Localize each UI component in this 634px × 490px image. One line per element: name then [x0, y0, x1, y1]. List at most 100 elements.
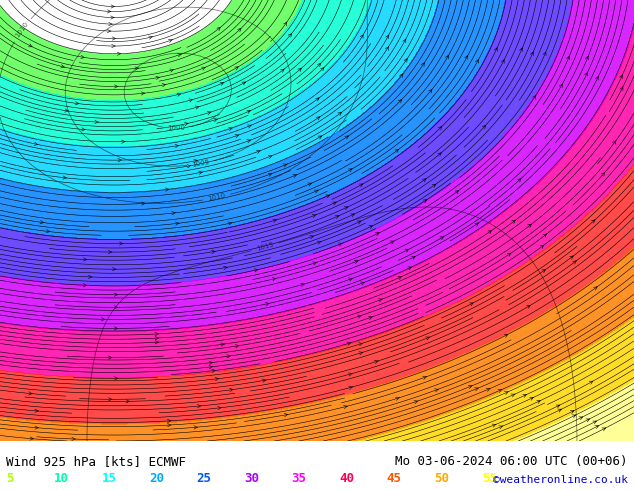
- Text: 60: 60: [529, 472, 545, 485]
- FancyArrowPatch shape: [35, 409, 39, 413]
- FancyArrowPatch shape: [498, 390, 502, 392]
- FancyArrowPatch shape: [230, 388, 233, 392]
- FancyArrowPatch shape: [344, 405, 347, 409]
- FancyArrowPatch shape: [437, 153, 441, 156]
- FancyArrowPatch shape: [165, 188, 169, 191]
- FancyArrowPatch shape: [83, 258, 87, 261]
- Text: 1000: 1000: [167, 125, 186, 131]
- FancyArrowPatch shape: [358, 315, 361, 318]
- Text: 55: 55: [482, 472, 497, 485]
- FancyArrowPatch shape: [374, 361, 378, 364]
- Text: 20: 20: [149, 472, 164, 485]
- FancyArrowPatch shape: [63, 176, 67, 179]
- FancyArrowPatch shape: [293, 174, 297, 177]
- FancyArrowPatch shape: [221, 343, 224, 346]
- FancyArrowPatch shape: [268, 155, 273, 159]
- Text: Mo 03-06-2024 06:00 UTC (00+06): Mo 03-06-2024 06:00 UTC (00+06): [395, 455, 628, 468]
- FancyArrowPatch shape: [262, 379, 266, 382]
- FancyArrowPatch shape: [540, 245, 544, 248]
- FancyArrowPatch shape: [247, 140, 251, 143]
- FancyArrowPatch shape: [30, 437, 34, 440]
- FancyArrowPatch shape: [35, 426, 39, 429]
- Text: 15: 15: [101, 472, 117, 485]
- FancyArrowPatch shape: [228, 127, 233, 131]
- FancyArrowPatch shape: [108, 397, 112, 401]
- FancyArrowPatch shape: [242, 82, 245, 85]
- FancyArrowPatch shape: [378, 299, 382, 302]
- FancyArrowPatch shape: [81, 55, 85, 59]
- FancyArrowPatch shape: [108, 356, 112, 359]
- FancyArrowPatch shape: [476, 59, 479, 63]
- FancyArrowPatch shape: [283, 22, 287, 26]
- FancyArrowPatch shape: [512, 220, 515, 223]
- FancyArrowPatch shape: [167, 419, 171, 423]
- FancyArrowPatch shape: [94, 121, 98, 123]
- FancyArrowPatch shape: [585, 73, 588, 76]
- FancyArrowPatch shape: [65, 109, 68, 112]
- FancyArrowPatch shape: [198, 171, 203, 174]
- FancyArrowPatch shape: [301, 283, 305, 287]
- FancyArrowPatch shape: [307, 183, 312, 186]
- Text: 25: 25: [197, 472, 212, 485]
- FancyArrowPatch shape: [421, 63, 424, 67]
- FancyArrowPatch shape: [529, 397, 533, 400]
- FancyArrowPatch shape: [527, 305, 531, 308]
- FancyArrowPatch shape: [432, 184, 436, 188]
- FancyArrowPatch shape: [375, 233, 379, 236]
- FancyArrowPatch shape: [593, 421, 597, 424]
- FancyArrowPatch shape: [465, 55, 468, 59]
- FancyArrowPatch shape: [238, 28, 241, 32]
- FancyArrowPatch shape: [423, 199, 427, 203]
- FancyArrowPatch shape: [283, 164, 287, 167]
- FancyArrowPatch shape: [595, 426, 598, 429]
- FancyArrowPatch shape: [254, 269, 259, 272]
- FancyArrowPatch shape: [573, 261, 576, 264]
- FancyArrowPatch shape: [468, 386, 472, 389]
- FancyArrowPatch shape: [176, 222, 179, 225]
- FancyArrowPatch shape: [88, 275, 92, 278]
- FancyArrowPatch shape: [112, 45, 115, 48]
- FancyArrowPatch shape: [482, 125, 486, 129]
- FancyArrowPatch shape: [197, 405, 201, 408]
- FancyArrowPatch shape: [108, 250, 112, 254]
- FancyArrowPatch shape: [317, 241, 321, 244]
- FancyArrowPatch shape: [247, 110, 250, 114]
- FancyArrowPatch shape: [338, 112, 342, 116]
- FancyArrowPatch shape: [177, 93, 181, 97]
- FancyArrowPatch shape: [593, 287, 597, 290]
- FancyArrowPatch shape: [469, 303, 473, 306]
- FancyArrowPatch shape: [235, 344, 239, 348]
- FancyArrowPatch shape: [288, 33, 292, 37]
- FancyArrowPatch shape: [556, 405, 560, 408]
- Text: 35: 35: [292, 472, 307, 485]
- FancyArrowPatch shape: [536, 400, 540, 403]
- FancyArrowPatch shape: [357, 221, 361, 224]
- Text: 1010: 1010: [207, 193, 226, 202]
- FancyArrowPatch shape: [212, 369, 216, 372]
- FancyArrowPatch shape: [572, 415, 576, 418]
- FancyArrowPatch shape: [351, 214, 354, 217]
- FancyArrowPatch shape: [209, 366, 213, 369]
- FancyArrowPatch shape: [511, 394, 515, 397]
- FancyArrowPatch shape: [111, 16, 114, 19]
- FancyArrowPatch shape: [117, 52, 121, 55]
- Text: ©weatheronline.co.uk: ©weatheronline.co.uk: [493, 475, 628, 485]
- FancyArrowPatch shape: [368, 317, 373, 319]
- FancyArrowPatch shape: [499, 426, 503, 429]
- Text: 50: 50: [434, 472, 450, 485]
- FancyArrowPatch shape: [119, 242, 123, 245]
- FancyArrowPatch shape: [317, 63, 321, 67]
- FancyArrowPatch shape: [169, 39, 172, 43]
- FancyArrowPatch shape: [189, 99, 193, 102]
- FancyArrowPatch shape: [620, 87, 623, 91]
- Text: 1005: 1005: [191, 159, 210, 168]
- FancyArrowPatch shape: [332, 202, 336, 205]
- FancyArrowPatch shape: [266, 302, 269, 306]
- FancyArrowPatch shape: [405, 249, 409, 252]
- Text: 1015: 1015: [256, 242, 275, 252]
- FancyArrowPatch shape: [579, 417, 583, 420]
- Text: 1010: 1010: [15, 21, 30, 39]
- Text: 40: 40: [339, 472, 354, 485]
- FancyArrowPatch shape: [172, 212, 176, 215]
- FancyArrowPatch shape: [531, 52, 533, 56]
